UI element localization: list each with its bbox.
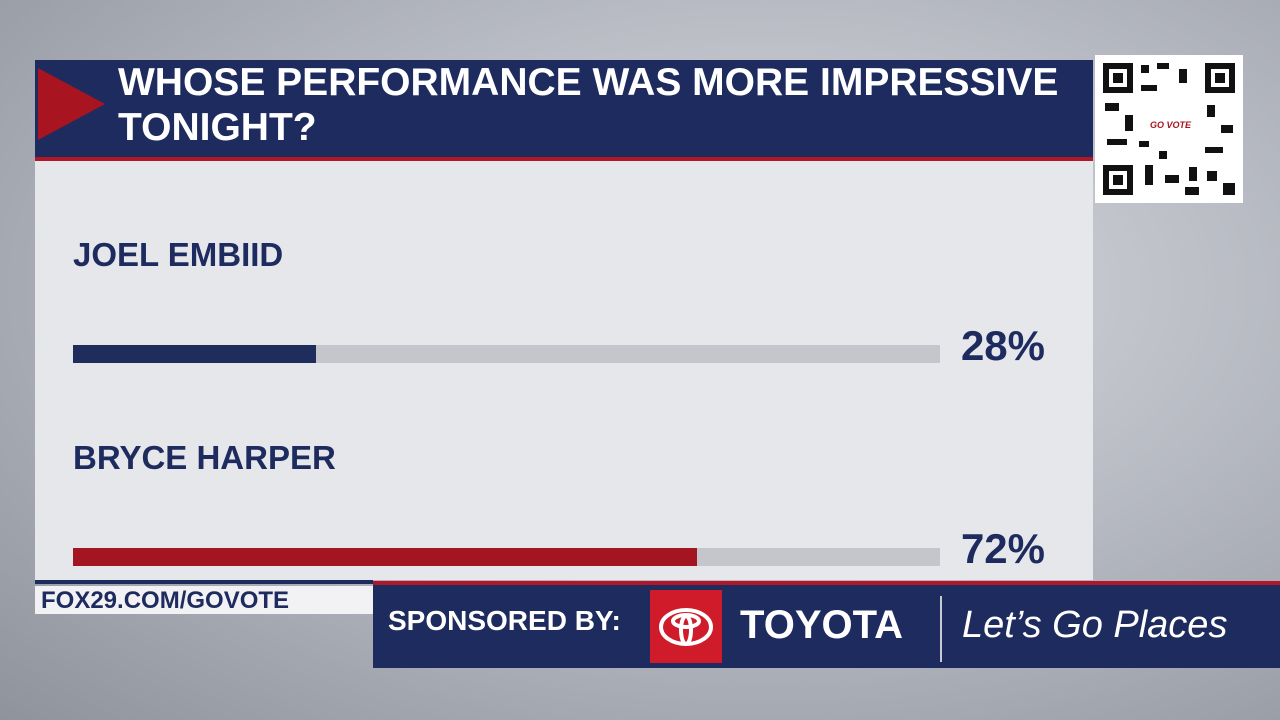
bar-track (73, 548, 940, 566)
sponsor-banner (373, 581, 1280, 668)
url: FOX29.COM/GOVOTE (35, 586, 373, 614)
value-label: 72% (960, 525, 1045, 572)
logo-mark (659, 608, 713, 646)
header-band (35, 60, 1093, 161)
sponsor-label: SPONSORED BY: (388, 605, 621, 636)
category-label: BRYCE HARPER (73, 439, 336, 476)
brand-logo (650, 590, 722, 663)
bar (73, 548, 698, 566)
qr-label: GO VOTE (1150, 120, 1192, 130)
brand-name: TOYOTA (740, 603, 903, 647)
divider (940, 596, 942, 662)
chart-panel (35, 161, 1093, 580)
category-label: JOEL EMBIID (73, 236, 284, 273)
qr-code (1095, 55, 1243, 203)
header-arrow (38, 68, 105, 140)
slogan: Let’s Go Places (962, 604, 1228, 646)
bar-track (73, 345, 940, 363)
qr-pattern (1103, 63, 1235, 195)
bar (73, 345, 316, 363)
chart-title: WHOSE PERFORMANCE WAS MORE IMPRESSIVE TO… (118, 61, 1059, 149)
footer-line (35, 580, 373, 584)
value-label: 28% (960, 322, 1045, 369)
